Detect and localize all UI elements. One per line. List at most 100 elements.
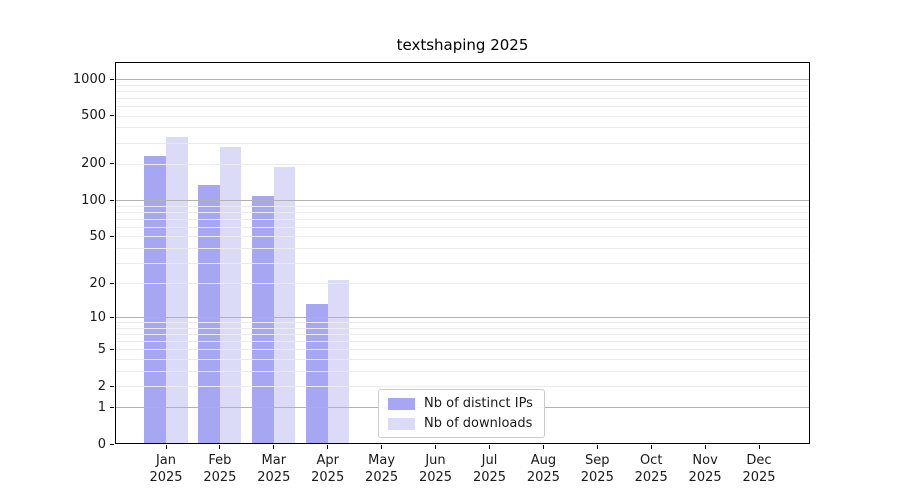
y-tick-label-1000: 1000 — [72, 71, 106, 87]
x-tick-label-jan: Jan 2025 — [138, 452, 194, 486]
gridline-minor-80 — [116, 211, 809, 213]
y-tick-2 — [110, 385, 114, 387]
gridline-minor-700 — [116, 97, 809, 99]
y-tick-label-50: 50 — [89, 228, 106, 244]
y-tick-20 — [110, 282, 114, 284]
gridline-minor-50 — [116, 236, 809, 238]
bar-nb-of-distinct-ips-apr — [306, 303, 328, 443]
legend-label: Nb of distinct IPs — [424, 396, 533, 411]
x-tick-feb — [219, 445, 221, 449]
x-tick-year: 2025 — [688, 470, 722, 485]
x-tick-month: Oct — [639, 453, 663, 468]
gridline-minor-4 — [116, 359, 809, 360]
x-tick-month: May — [368, 453, 396, 468]
gridline-minor-20 — [116, 283, 809, 285]
gridline-major-10 — [116, 317, 809, 319]
gridline-minor-5 — [116, 349, 809, 351]
y-tick-label-2: 2 — [97, 378, 106, 394]
y-tick-10 — [110, 316, 114, 318]
bar-nb-of-distinct-ips-jan — [144, 155, 166, 443]
x-tick-month: Feb — [208, 453, 232, 468]
x-tick-label-feb: Feb 2025 — [192, 452, 248, 486]
bar-nb-of-distinct-ips-mar — [252, 196, 274, 443]
x-tick-sep — [596, 445, 598, 449]
gridline-major-1000 — [116, 79, 809, 80]
x-tick-month: Mar — [261, 453, 287, 468]
gridline-minor-300 — [116, 142, 809, 144]
x-tick-label-oct: Oct 2025 — [623, 452, 679, 486]
y-tick-500 — [110, 115, 114, 117]
x-tick-label-apr: Apr 2025 — [300, 452, 356, 486]
x-tick-month: Jul — [481, 453, 498, 468]
x-tick-year: 2025 — [526, 470, 560, 485]
x-tick-label-jul: Jul 2025 — [462, 452, 518, 486]
x-tick-label-may: May 2025 — [354, 452, 410, 486]
x-tick-label-mar: Mar 2025 — [246, 452, 302, 486]
gridline-minor-900 — [116, 84, 809, 86]
x-tick-month: Dec — [746, 453, 772, 468]
x-tick-year: 2025 — [203, 470, 237, 485]
x-tick-jan — [165, 445, 167, 449]
y-tick-label-1: 1 — [97, 399, 106, 415]
y-tick-label-5: 5 — [97, 341, 106, 357]
gridline-minor-800 — [116, 90, 809, 92]
gridline-minor-3 — [116, 370, 809, 372]
bar-nb-of-downloads-feb — [219, 147, 242, 443]
x-tick-label-sep: Sep 2025 — [569, 452, 625, 486]
x-tick-apr — [327, 445, 329, 449]
legend-row: Nb of distinct IPs — [388, 396, 533, 411]
x-tick-month: Jun — [425, 453, 446, 468]
gridline-minor-600 — [116, 106, 809, 107]
x-tick-label-dec: Dec 2025 — [731, 452, 787, 486]
x-tick-year: 2025 — [149, 470, 183, 485]
x-tick-month: Sep — [585, 453, 610, 468]
gridline-minor-30 — [116, 262, 809, 264]
gridline-minor-90 — [116, 205, 809, 207]
gridline-minor-6 — [116, 341, 809, 343]
bar-nb-of-distinct-ips-feb — [198, 184, 220, 443]
gridline-minor-400 — [116, 127, 809, 129]
legend-swatch-nb-of-distinct-ips — [388, 397, 415, 410]
gridline-minor-40 — [116, 247, 809, 249]
y-tick-0 — [110, 443, 114, 445]
x-tick-aug — [542, 445, 544, 449]
x-tick-year: 2025 — [580, 470, 614, 485]
plot-area — [115, 62, 810, 444]
y-tick-label-0: 0 — [97, 436, 106, 452]
bar-nb-of-downloads-jan — [166, 136, 188, 443]
x-tick-mar — [273, 445, 275, 449]
x-tick-year: 2025 — [311, 470, 345, 485]
x-tick-may — [381, 445, 383, 449]
legend-label: Nb of downloads — [424, 416, 533, 431]
x-tick-oct — [650, 445, 652, 449]
x-tick-label-nov: Nov 2025 — [677, 452, 733, 486]
x-tick-dec — [758, 445, 760, 449]
x-tick-year: 2025 — [365, 470, 399, 485]
y-tick-label-10: 10 — [89, 309, 106, 325]
y-tick-200 — [110, 163, 114, 165]
gridline-minor-70 — [116, 218, 809, 220]
legend-row: Nb of downloads — [388, 416, 533, 431]
gridline-minor-7 — [116, 334, 809, 336]
y-tick-label-100: 100 — [81, 192, 106, 208]
gridline-minor-9 — [116, 322, 809, 324]
bar-nb-of-downloads-apr — [327, 279, 350, 443]
x-tick-nov — [704, 445, 706, 449]
gridline-minor-2 — [116, 386, 809, 387]
x-tick-month: Nov — [692, 453, 718, 468]
y-tick-label-20: 20 — [89, 275, 106, 291]
x-tick-year: 2025 — [472, 470, 507, 485]
gridline-minor-200 — [116, 163, 809, 165]
x-tick-jun — [435, 445, 436, 449]
x-tick-year: 2025 — [634, 470, 668, 485]
x-tick-month: Apr — [316, 453, 339, 468]
y-tick-1000 — [110, 78, 114, 80]
y-tick-100 — [110, 199, 114, 201]
gridline-minor-60 — [116, 226, 809, 228]
y-tick-1 — [110, 406, 114, 408]
x-tick-year: 2025 — [257, 470, 291, 485]
legend: Nb of distinct IPs Nb of downloads — [378, 389, 545, 438]
gridline-major-100 — [116, 200, 809, 202]
y-tick-label-200: 200 — [81, 156, 106, 172]
